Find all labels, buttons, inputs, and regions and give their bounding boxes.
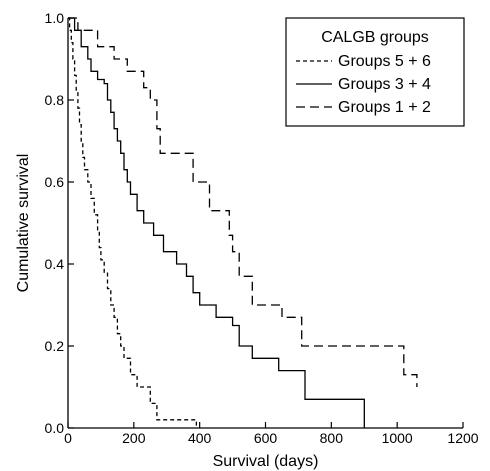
y-tick-label: 1.0 (45, 10, 65, 26)
legend-box (285, 17, 465, 127)
legend-label: Groups 1 + 2 (338, 99, 431, 116)
y-tick-label: 0.8 (45, 92, 65, 108)
legend: CALGB groups Groups 5 + 6 Groups 3 + 4 Grou… (285, 17, 465, 127)
y-axis-title: Cumulative survival (15, 154, 32, 293)
legend-label: Groups 5 + 6 (338, 53, 431, 70)
x-tick-label: 200 (122, 430, 146, 446)
y-tick-label: 0.4 (45, 256, 65, 272)
x-tick-label: 400 (188, 430, 212, 446)
legend-label: Groups 3 + 4 (338, 76, 431, 93)
series-line-3 (68, 17, 418, 387)
y-tick-label: 0.0 (45, 420, 65, 436)
x-axis-title: Survival (days) (213, 453, 319, 470)
y-tick-label: 0.6 (45, 174, 65, 190)
x-tick-label: 800 (320, 430, 344, 446)
legend-title: CALGB groups (321, 29, 429, 46)
y-tick-label: 0.2 (45, 338, 65, 354)
series-line-1 (68, 17, 198, 428)
x-tick-label: 1200 (447, 430, 478, 446)
plot-area (68, 17, 418, 428)
x-tick-label: 600 (254, 430, 278, 446)
axes: 0 200 400 600 800 1000 1200 0.0 0.2 0.4 0.6 0.8 1.0 S… (15, 10, 479, 470)
x-tick-label: 0 (64, 430, 72, 446)
x-tick-label: 1000 (382, 430, 413, 446)
series-line-2 (68, 17, 365, 428)
